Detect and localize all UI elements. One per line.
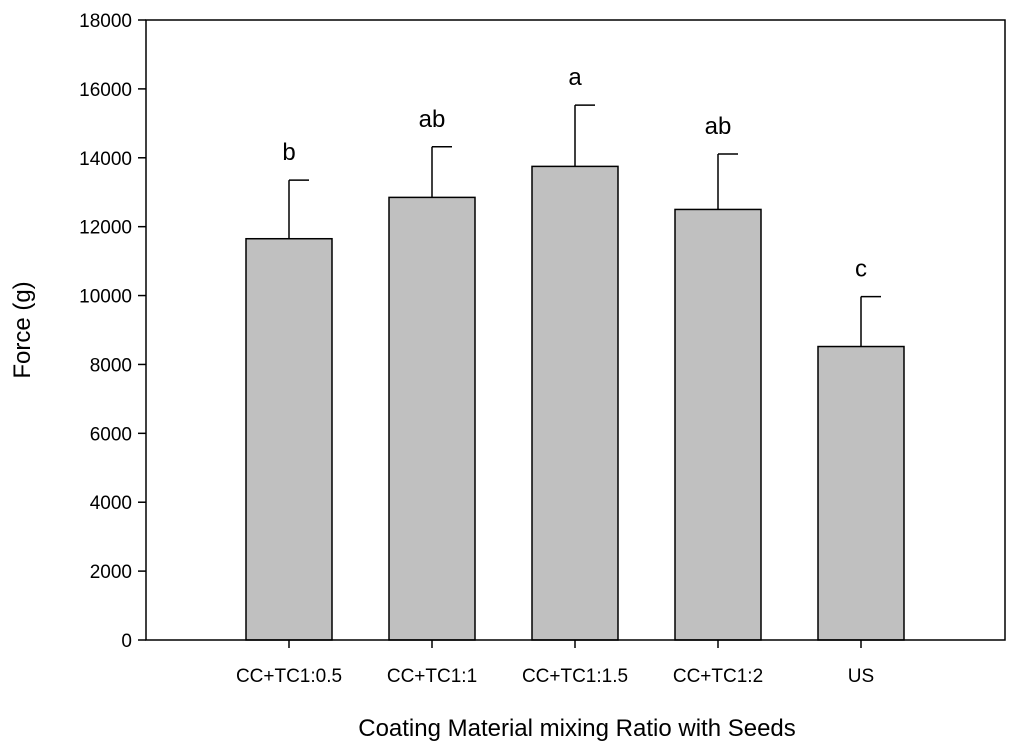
y-tick-label: 18000 [79, 11, 132, 32]
significance-letter: ab [705, 113, 732, 140]
bar [817, 345, 905, 641]
x-category-labels-group: CC+TC1:0.5 CC+TC1:1 CC+TC1:1.5 CC+TC1:2 US [236, 640, 874, 687]
y-tick-label: 0 [121, 631, 132, 652]
bar [245, 237, 333, 641]
y-tick-label: 6000 [90, 424, 132, 445]
bar [531, 165, 619, 641]
significance-letter: a [568, 64, 582, 91]
y-ticks-group: 0 2000 4000 6000 8000 10000 12000 14000 16000 180… [79, 11, 146, 652]
bar [388, 196, 476, 641]
x-category-label: CC+TC1:2 [673, 666, 763, 687]
y-tick-label: 14000 [79, 149, 132, 170]
error-bars-group [288, 104, 881, 347]
bar [674, 208, 762, 641]
y-tick-label: 16000 [79, 80, 132, 101]
bars-group [245, 165, 905, 641]
x-category-label: CC+TC1:1.5 [522, 666, 628, 687]
y-tick-label: 12000 [79, 218, 132, 239]
significance-letter: ab [419, 106, 446, 133]
y-tick-label: 8000 [90, 355, 132, 376]
y-tick-label: 2000 [90, 562, 132, 583]
x-axis-title: Coating Material mixing Ratio with Seeds [358, 715, 796, 742]
x-category-label: CC+TC1:1 [387, 666, 477, 687]
x-category-label: US [848, 666, 874, 687]
significance-letter: c [855, 256, 867, 283]
y-tick-label: 10000 [79, 287, 132, 308]
significance-letters-group: b ab a ab c [282, 64, 867, 283]
y-axis-title: Force (g) [9, 281, 36, 378]
y-tick-label: 4000 [90, 493, 132, 514]
significance-letter: b [282, 139, 295, 166]
x-category-label: CC+TC1:0.5 [236, 666, 342, 687]
